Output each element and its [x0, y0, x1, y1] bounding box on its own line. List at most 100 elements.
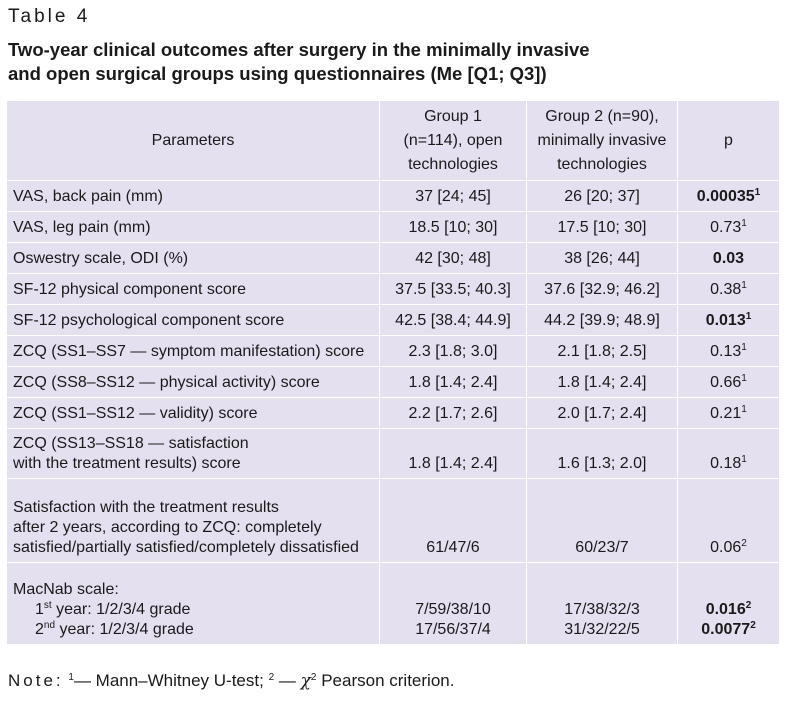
- macnab-year2-label: 2nd year: 1/2/3/4 grade: [13, 620, 373, 640]
- table-row: Oswestry scale, ODI (%) 42 [30; 48] 38 [26…: [6, 242, 780, 274]
- macnab-year2-group1: 17/56/37/4: [415, 621, 491, 638]
- row-param: ZCQ (SS13–SS18 — satisfaction with the t…: [6, 428, 380, 479]
- row-group1-value: 7/59/38/10 17/56/37/4: [379, 562, 527, 645]
- row-param: Oswestry scale, ODI (%): [6, 242, 380, 274]
- row-group2-value: 38 [26; 44]: [526, 242, 678, 274]
- row-param: SF-12 psychological component score: [6, 304, 380, 336]
- note-text-1: — Mann–Whitney U-test;: [73, 671, 264, 690]
- note-text-3: Pearson criterion.: [321, 671, 455, 690]
- param-line2: after 2 years, according to ZCQ: complet…: [13, 519, 322, 536]
- header-group1-line1: Group 1: [424, 107, 482, 125]
- row-group1-value: 42 [30; 48]: [379, 242, 527, 274]
- table-row-satisfaction: Satisfaction with the treatment results …: [6, 478, 780, 563]
- row-param: SF-12 physical component score: [6, 273, 380, 305]
- row-param: VAS, back pain (mm): [6, 180, 380, 212]
- row-group1-value: 37 [24; 45]: [379, 180, 527, 212]
- row-p-value: 0.0162 0.00772: [677, 562, 780, 645]
- row-group2-value: 2.1 [1.8; 2.5]: [526, 335, 678, 367]
- row-param: ZCQ (SS8–SS12 — physical activity) score: [6, 366, 380, 398]
- row-p-value: 0.0131: [677, 304, 780, 336]
- row-param: ZCQ (SS1–SS12 — validity) score: [6, 397, 380, 429]
- macnab-year1-p: 0.0162: [684, 600, 773, 620]
- table-row: SF-12 physical component score 37.5 [33.5…: [6, 273, 780, 305]
- p-value-text: 0.13: [710, 343, 742, 360]
- row-group1-value: 42.5 [38.4; 44.9]: [379, 304, 527, 336]
- header-p: p: [677, 100, 780, 181]
- row-group1-value: 2.2 [1.7; 2.6]: [379, 397, 527, 429]
- p-value-footnote: 1: [741, 280, 747, 291]
- p-value-text: 0.66: [710, 374, 742, 391]
- row-p-value: 0.211: [677, 397, 780, 429]
- table-row: VAS, back pain (mm) 37 [24; 45] 26 [20; 37…: [6, 180, 780, 212]
- table-row: ZCQ (SS8–SS12 — physical activity) score…: [6, 366, 780, 398]
- row-group1-value: 61/47/6: [379, 478, 527, 563]
- table-label: Table 4: [8, 6, 91, 27]
- p-value-text: 0.06: [710, 539, 742, 556]
- p-value-footnote: 1: [741, 454, 747, 465]
- table-title: Two-year clinical outcomes after surgery…: [8, 38, 778, 86]
- row-group2-value: 1.8 [1.4; 2.4]: [526, 366, 678, 398]
- row-group1-value: 37.5 [33.5; 40.3]: [379, 273, 527, 305]
- p-value-footnote: 1: [754, 187, 761, 198]
- p-value-text: 0.0077: [701, 621, 751, 638]
- row-p-value: 0.131: [677, 335, 780, 367]
- p-value-footnote: 1: [741, 218, 747, 229]
- p-value-footnote: 1: [741, 342, 747, 353]
- macnab-year2-text: year: 1/2/3/4 grade: [55, 621, 194, 638]
- table-row: SF-12 psychological component score 42.5 …: [6, 304, 780, 336]
- header-group2-line3: technologies: [557, 155, 647, 173]
- header-group2-line2: minimally invasive: [537, 131, 667, 149]
- macnab-year2-group2: 31/32/22/5: [564, 621, 640, 638]
- note-text-2: —: [278, 671, 296, 690]
- row-group1-value: 2.3 [1.8; 3.0]: [379, 335, 527, 367]
- row-param: ZCQ (SS1–SS7 — symptom manifestation) sc…: [6, 335, 380, 367]
- title-line-1: Two-year clinical outcomes after surgery…: [8, 39, 590, 60]
- header-group1-line3: technologies: [408, 155, 498, 173]
- row-group1-value: 18.5 [10; 30]: [379, 211, 527, 243]
- title-line-2: and open surgical groups using questionn…: [8, 63, 547, 84]
- row-group1-value: 1.8 [1.4; 2.4]: [379, 428, 527, 479]
- p-value-text: 0.016: [705, 601, 746, 618]
- row-group2-value: 1.6 [1.3; 2.0]: [526, 428, 678, 479]
- p-value-footnote: 2: [741, 538, 747, 549]
- macnab-year2-suffix: nd: [43, 620, 56, 631]
- row-param: MacNab scale: 1st year: 1/2/3/4 grade 2n…: [6, 562, 380, 645]
- macnab-year1-number: 1: [35, 601, 44, 618]
- header-group1-line2: (n=114), open: [403, 131, 503, 149]
- row-p-value: 0.381: [677, 273, 780, 305]
- param-line3: satisfied/partially satisfied/completely…: [13, 539, 359, 556]
- row-group1-value: 1.8 [1.4; 2.4]: [379, 366, 527, 398]
- header-group1: Group 1 (n=114), open technologies: [379, 100, 527, 181]
- row-p-value: 0.661: [677, 366, 780, 398]
- header-parameters: Parameters: [6, 100, 380, 181]
- note-footnote-1: 1: [68, 672, 74, 683]
- row-group2-value: 17/38/32/3 31/32/22/5: [526, 562, 678, 645]
- row-param: Satisfaction with the treatment results …: [6, 478, 380, 563]
- table-row: ZCQ (SS1–SS7 — symptom manifestation) sc…: [6, 335, 780, 367]
- row-group2-value: 26 [20; 37]: [526, 180, 678, 212]
- macnab-title: MacNab scale:: [13, 581, 119, 598]
- p-value-text: 0.21: [710, 405, 742, 422]
- p-value-text: 0.013: [705, 312, 746, 329]
- header-row: Parameters Group 1 (n=114), open technol…: [6, 100, 780, 181]
- row-p-value: 0.03: [677, 242, 780, 274]
- note-chi-superscript: 2: [310, 672, 317, 683]
- p-value-text: 0.38: [710, 281, 742, 298]
- outcomes-table: Parameters Group 1 (n=114), open technol…: [6, 100, 780, 645]
- row-group2-value: 37.6 [32.9; 46.2]: [526, 273, 678, 305]
- header-group2: Group 2 (n=90), minimally invasive techn…: [526, 100, 678, 181]
- macnab-year1-group1: 7/59/38/10: [415, 601, 491, 618]
- macnab-year2-number: 2: [35, 621, 44, 638]
- param-line1: Satisfaction with the treatment results: [13, 499, 279, 516]
- table-row-zcq-satisfaction: ZCQ (SS13–SS18 — satisfaction with the t…: [6, 428, 780, 479]
- row-p-value: 0.731: [677, 211, 780, 243]
- p-value-footnote: 2: [750, 620, 756, 631]
- row-group2-value: 60/23/7: [526, 478, 678, 563]
- p-value-footnote: 1: [745, 311, 752, 322]
- table-row: ZCQ (SS1–SS12 — validity) score 2.2 [1.7;…: [6, 397, 780, 429]
- table-row: VAS, leg pain (mm) 18.5 [10; 30] 17.5 [10;…: [6, 211, 780, 243]
- p-value-footnote: 1: [741, 404, 747, 415]
- row-group2-value: 17.5 [10; 30]: [526, 211, 678, 243]
- table-row-macnab: MacNab scale: 1st year: 1/2/3/4 grade 2n…: [6, 562, 780, 645]
- p-value-text: 0.73: [710, 219, 742, 236]
